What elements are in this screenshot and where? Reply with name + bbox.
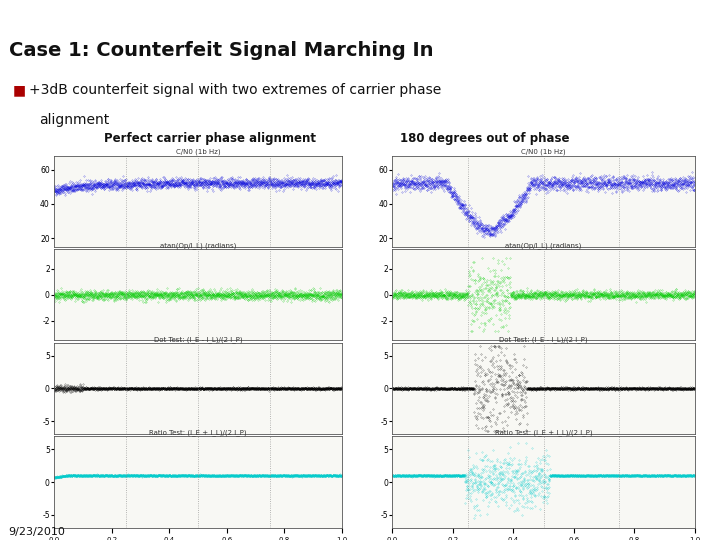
Text: Perfect carrier phase alignment: Perfect carrier phase alignment: [104, 132, 316, 145]
Title: Dot Test: (I_E - I_L)/(2 I_P): Dot Test: (I_E - I_L)/(2 I_P): [153, 336, 243, 342]
Title: Ratio Test: (I_E + I_L)/(2 I_P): Ratio Test: (I_E + I_L)/(2 I_P): [495, 429, 593, 436]
Text: 180 degrees out of phase: 180 degrees out of phase: [400, 132, 569, 145]
Text: alignment: alignment: [40, 113, 110, 127]
Text: ■: ■: [13, 83, 26, 97]
Text: 9/23/2010: 9/23/2010: [9, 528, 65, 537]
Title: atan(Op/I_L) (radians): atan(Op/I_L) (radians): [160, 242, 236, 249]
Text: Case 1: Counterfeit Signal Marching In: Case 1: Counterfeit Signal Marching In: [9, 41, 433, 60]
Title: Ratio Test: (I_E + I_L)/(2 I_P): Ratio Test: (I_E + I_L)/(2 I_P): [149, 429, 247, 436]
Text: Coherent Navigation: Coherent Navigation: [539, 9, 709, 24]
Title: C/N0 (1b Hz): C/N0 (1b Hz): [521, 148, 566, 155]
Title: C/N0 (1b Hz): C/N0 (1b Hz): [176, 148, 220, 155]
Title: atan(Op/I_L) (radians): atan(Op/I_L) (radians): [505, 242, 582, 249]
Title: Dot Test: (I_E - I_L)/(2 I_P): Dot Test: (I_E - I_L)/(2 I_P): [499, 336, 588, 342]
Text: +3dB counterfeit signal with two extremes of carrier phase: +3dB counterfeit signal with two extreme…: [29, 83, 441, 97]
